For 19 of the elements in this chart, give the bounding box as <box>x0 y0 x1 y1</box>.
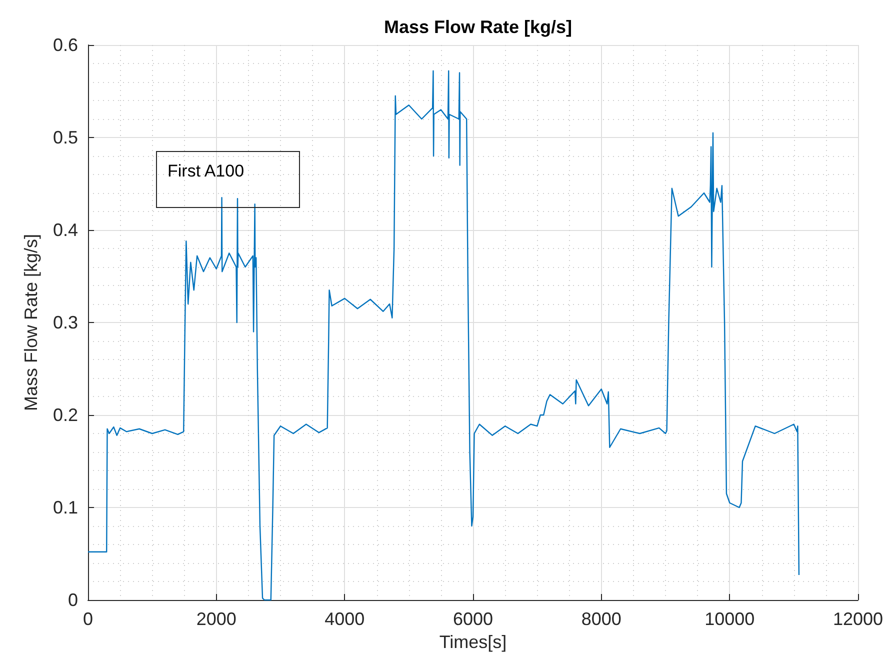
x-tick-label: 10000 <box>704 609 755 629</box>
y-tick-label: 0.4 <box>52 220 78 240</box>
x-tick-label: 12000 <box>832 609 884 629</box>
y-tick-label: 0.5 <box>52 128 78 148</box>
y-tick-label: 0 <box>68 590 78 610</box>
y-tick-label: 0.1 <box>52 498 78 518</box>
y-tick-label: 0.2 <box>52 405 78 425</box>
chart-title: Mass Flow Rate [kg/s] <box>384 17 572 37</box>
x-tick-label: 4000 <box>324 609 365 629</box>
y-tick-label: 0.6 <box>52 35 78 55</box>
y-axis-title: Mass Flow Rate [kg/s] <box>21 234 41 412</box>
line-series <box>87 70 800 601</box>
x-tick-label: 8000 <box>581 609 622 629</box>
x-tick-label: 2000 <box>196 609 236 629</box>
x-axis-title: Times[s] <box>439 632 507 652</box>
annotation: First A100 <box>168 162 244 180</box>
x-tick-label: 0 <box>82 609 94 629</box>
x-tick-label: 6000 <box>452 609 494 629</box>
y-tick-label: 0.3 <box>52 312 78 332</box>
